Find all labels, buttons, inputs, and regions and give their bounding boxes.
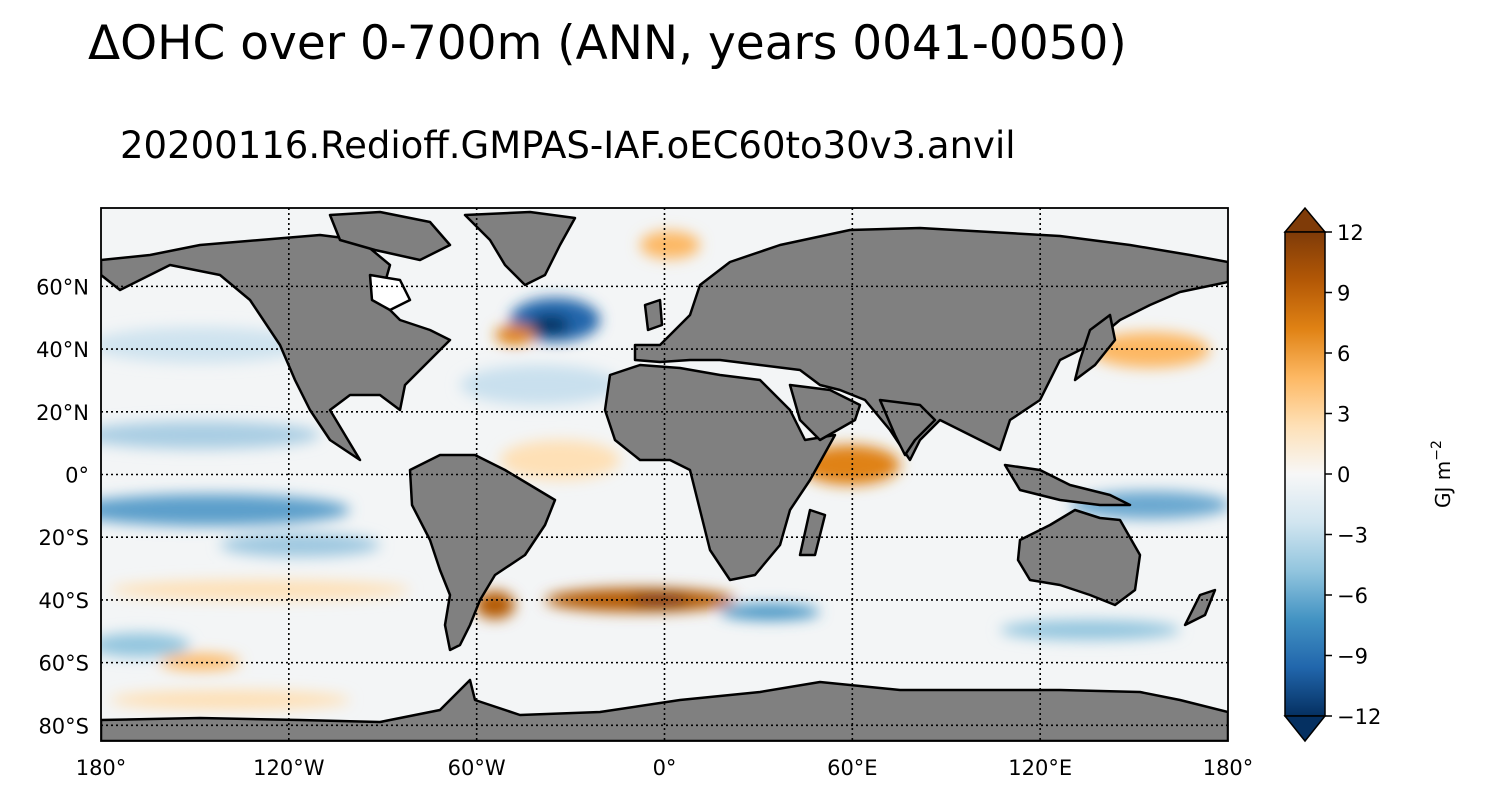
anomaly-kuroshio-warm (1090, 332, 1210, 368)
land-new-zealand (1183, 588, 1217, 627)
y-tick-label: 20°N (36, 401, 89, 425)
colorbar: 12 9 6 3 0 −3 −6 −9 −12 GJ m−2 (1283, 206, 1455, 743)
anomaly-southern-ocean-cool-1 (720, 604, 820, 620)
colorbar-tick-label: 3 (1337, 403, 1350, 427)
colorbar-tick-label: −9 (1337, 645, 1368, 669)
x-tick-label: 60°E (827, 756, 878, 780)
land-australia (1016, 508, 1142, 607)
y-tick-label: 40°N (36, 338, 89, 362)
figure-subtitle: 20200116.Redioff.GMPAS-IAF.oEC60to30v3.a… (120, 124, 1016, 167)
anomaly-atlantic-cool (460, 365, 620, 405)
land-india (878, 398, 937, 457)
y-tick-label: 80°S (38, 714, 89, 738)
colorbar-tick-label: 6 (1337, 342, 1350, 366)
x-tick-label: 0° (653, 756, 677, 780)
anomaly-south-atlantic-warm-center (630, 593, 690, 607)
land-hudson-bay (368, 273, 412, 312)
anomaly-antarctic-shelf-warm (110, 690, 350, 710)
colorbar-ticks: 12 9 6 3 0 −3 −6 −9 −12 (1325, 221, 1381, 729)
x-tick-label: 120°W (253, 756, 325, 780)
land-madagascar (798, 508, 827, 557)
gridlines (101, 208, 1228, 741)
anomaly-southern-ocean-warm (160, 654, 240, 670)
colorbar-label-main: GJ m (1431, 461, 1455, 508)
anomaly-labrador-cool-core (530, 315, 570, 335)
anomaly-southern-ocean-cool-3 (101, 633, 190, 657)
anomaly-pacific-warm-south (110, 580, 410, 600)
land-japan (1073, 313, 1117, 382)
x-tick-label: 120°E (1008, 756, 1072, 780)
colorbar-tick-label: 12 (1337, 221, 1364, 245)
y-tick-label: 0° (65, 464, 89, 488)
colorbar-tick-label: 9 (1337, 282, 1350, 306)
anomaly-features (101, 231, 1228, 710)
colorbar-body (1284, 231, 1326, 717)
land-africa (603, 363, 837, 582)
anomaly-pacific-cool-band (101, 494, 350, 526)
x-axis-labels: 180° 120°W 60°W 0° 60°E 120°E 180° (76, 756, 1254, 780)
x-tick-label: 180° (76, 756, 127, 780)
y-axis-labels: 60°N 40°N 20°N 0° 20°S 40°S 60°S 80°S (36, 275, 89, 738)
x-tick-label: 60°W (448, 756, 506, 780)
anomaly-north-pacific-cool (101, 327, 310, 363)
colorbar-label-exponent: −2 (1429, 440, 1445, 461)
y-tick-label: 20°S (38, 526, 89, 550)
y-tick-label: 40°S (38, 589, 89, 613)
colorbar-label: GJ m−2 (1429, 440, 1455, 508)
x-tick-label: 180° (1203, 756, 1254, 780)
colorbar-tick-label: −3 (1337, 524, 1368, 548)
colorbar-tick-label: 0 (1337, 463, 1350, 487)
land-canadian-archipelago (328, 210, 452, 262)
map-frame (100, 207, 1229, 742)
land-british-isles (643, 298, 664, 332)
anomaly-atlantic-tropical-warm (500, 440, 620, 480)
anomaly-pacific-cool-band-2 (220, 533, 380, 557)
anomaly-pacific-cool-band-north (101, 421, 320, 449)
figure-title: ΔOHC over 0-700m (ANN, years 0041-0050) (88, 16, 1127, 71)
land-eurasia (633, 226, 1228, 462)
land-greenland (463, 210, 577, 287)
anomaly-brazil-malvinas-warm (475, 591, 515, 619)
colorbar-tick-label: −6 (1337, 584, 1368, 608)
y-tick-label: 60°N (36, 275, 89, 299)
land-south-america (408, 453, 557, 652)
land-arabia (788, 383, 862, 442)
anomaly-southern-ocean-cool-2 (1000, 620, 1180, 640)
y-tick-label: 60°S (38, 652, 89, 676)
anomaly-arctic-warm (640, 231, 700, 259)
colorbar-extend-bottom (1283, 715, 1327, 743)
colorbar-tick-label: −12 (1337, 705, 1381, 729)
anomaly-gulf-stream-warm (495, 325, 535, 345)
colorbar-extend-top (1283, 206, 1327, 233)
